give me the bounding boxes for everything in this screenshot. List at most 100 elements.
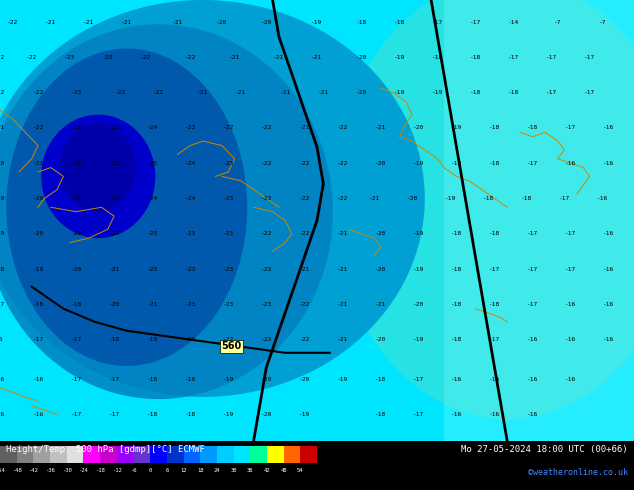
Text: -21: -21 — [375, 302, 386, 307]
Text: -21: -21 — [337, 267, 348, 271]
Bar — [16, 446, 34, 463]
Text: -19: -19 — [223, 377, 234, 382]
Text: -16: -16 — [603, 267, 614, 271]
Text: -23: -23 — [184, 267, 196, 271]
Text: -20: -20 — [108, 302, 120, 307]
Text: -20: -20 — [299, 377, 310, 382]
Ellipse shape — [60, 123, 136, 212]
Text: -17: -17 — [470, 20, 481, 25]
Text: -18: -18 — [527, 125, 538, 130]
Text: -18: -18 — [356, 20, 367, 25]
Text: -18: -18 — [451, 302, 462, 307]
Text: -16: -16 — [565, 161, 576, 166]
Text: -17: -17 — [508, 55, 519, 60]
Text: -17: -17 — [565, 231, 576, 236]
Text: -23: -23 — [184, 302, 196, 307]
Text: -22: -22 — [261, 125, 272, 130]
Text: 36: 36 — [247, 468, 254, 473]
Text: -23: -23 — [146, 231, 158, 236]
Bar — [233, 446, 250, 463]
Text: -19: -19 — [413, 231, 424, 236]
Text: 12: 12 — [180, 468, 187, 473]
Text: 24: 24 — [214, 468, 220, 473]
Text: -18: -18 — [108, 337, 120, 342]
Text: -20: -20 — [413, 125, 424, 130]
Text: ©weatheronline.co.uk: ©weatheronline.co.uk — [527, 468, 628, 477]
Text: -18: -18 — [0, 267, 6, 271]
Text: -19: -19 — [311, 20, 323, 25]
Text: -23: -23 — [223, 196, 234, 201]
Text: -16: -16 — [0, 412, 6, 417]
Text: -19: -19 — [451, 125, 462, 130]
Text: -16: -16 — [603, 231, 614, 236]
Text: -20: -20 — [0, 161, 6, 166]
Text: -16: -16 — [603, 337, 614, 342]
Text: -21: -21 — [337, 231, 348, 236]
Text: -21: -21 — [229, 55, 240, 60]
Text: 560: 560 — [221, 341, 242, 351]
Text: -18: -18 — [70, 302, 82, 307]
Text: -18: -18 — [489, 125, 500, 130]
Text: -20: -20 — [375, 231, 386, 236]
Ellipse shape — [0, 0, 425, 397]
Text: -24: -24 — [184, 196, 196, 201]
Text: -16: -16 — [527, 337, 538, 342]
Text: -19: -19 — [146, 337, 158, 342]
Text: -20: -20 — [216, 20, 228, 25]
Bar — [150, 446, 167, 463]
Text: -22: -22 — [0, 55, 6, 60]
Text: -17: -17 — [527, 231, 538, 236]
Text: -17: -17 — [489, 267, 500, 271]
Text: -21: -21 — [273, 55, 285, 60]
Text: -23: -23 — [261, 302, 272, 307]
Text: -20: -20 — [356, 55, 367, 60]
Ellipse shape — [0, 24, 333, 399]
Text: -17: -17 — [584, 55, 595, 60]
Text: -18: -18 — [482, 196, 494, 201]
Text: -16: -16 — [489, 377, 500, 382]
Text: -18: -18 — [32, 302, 44, 307]
Text: -18: -18 — [521, 196, 532, 201]
Text: -23: -23 — [146, 267, 158, 271]
Text: -22: -22 — [337, 125, 348, 130]
Text: -18: -18 — [146, 412, 158, 417]
Text: -18: -18 — [375, 412, 386, 417]
Text: -16: -16 — [565, 302, 576, 307]
Text: -23: -23 — [223, 161, 234, 166]
Text: -16: -16 — [565, 377, 576, 382]
Text: -20: -20 — [406, 196, 418, 201]
Text: -16: -16 — [597, 196, 608, 201]
Text: -23: -23 — [102, 55, 113, 60]
Text: -16: -16 — [489, 412, 500, 417]
Text: -21: -21 — [337, 337, 348, 342]
Text: -23: -23 — [70, 90, 82, 95]
Text: -18: -18 — [394, 20, 405, 25]
Text: -17: -17 — [32, 337, 44, 342]
Text: -17: -17 — [527, 161, 538, 166]
Bar — [50, 446, 67, 463]
Text: -20: -20 — [32, 196, 44, 201]
Bar — [183, 446, 200, 463]
Text: -30: -30 — [62, 468, 72, 473]
Text: -24: -24 — [79, 468, 88, 473]
Text: -54: -54 — [0, 468, 5, 473]
Text: -23: -23 — [223, 302, 234, 307]
Text: -48: -48 — [12, 468, 22, 473]
Text: -19: -19 — [444, 196, 456, 201]
Text: -20: -20 — [261, 377, 272, 382]
Bar — [250, 446, 267, 463]
Bar — [67, 446, 84, 463]
Text: -19: -19 — [413, 337, 424, 342]
Text: -22: -22 — [299, 337, 310, 342]
Text: -17: -17 — [432, 20, 443, 25]
Text: -19: -19 — [299, 412, 310, 417]
Text: -16: -16 — [603, 125, 614, 130]
Text: -17: -17 — [489, 337, 500, 342]
Bar — [283, 446, 301, 463]
Text: -22: -22 — [70, 125, 82, 130]
Text: -16: -16 — [451, 377, 462, 382]
Text: -22: -22 — [7, 20, 18, 25]
Text: -19: -19 — [337, 377, 348, 382]
Text: -19: -19 — [432, 90, 443, 95]
Text: -22: -22 — [153, 90, 164, 95]
